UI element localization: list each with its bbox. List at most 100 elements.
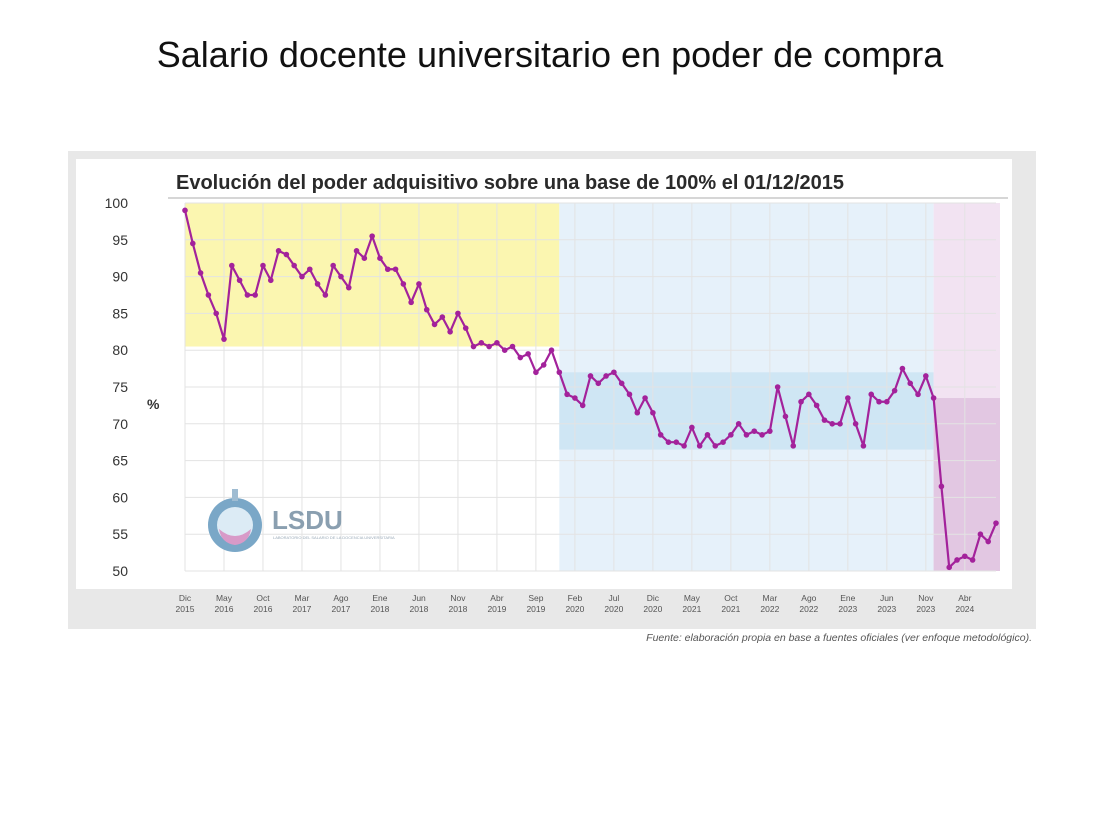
data-point [876,398,882,405]
data-point [720,439,726,446]
data-point [213,310,219,317]
data-point [969,557,976,563]
data-point [595,380,602,387]
logo-flask-neck [232,489,238,501]
shaded-period-2 [559,372,934,450]
data-point [603,373,609,379]
data-point [657,432,664,438]
data-point [377,255,383,261]
y-tick-label-85: 85 [112,305,128,321]
data-point [236,277,243,284]
data-point [681,443,687,449]
shaded-period-0 [185,203,560,347]
chart-title-panel [168,161,1010,197]
data-point [735,421,742,427]
x-tick-month-17: Ene [840,593,855,603]
y-tick-labels: 100 95 90 85 80 75 70 65 60 55 50 [105,195,129,579]
y-axis-label: % [147,396,160,412]
data-point [634,409,641,416]
data-point [665,439,672,446]
x-tick-month-8: Abr [490,593,503,603]
data-point [423,306,430,313]
x-tick-year-13: 2021 [682,604,701,614]
data-point [260,262,266,269]
x-tick-month-18: Jun [880,593,894,603]
x-tick-year-6: 2018 [409,604,428,614]
y-tick-label-75: 75 [112,379,128,395]
data-point [400,281,407,287]
x-tick-month-19: Nov [918,593,934,603]
x-tick-month-1: May [216,593,233,603]
data-point [408,299,414,306]
data-point [416,281,422,287]
data-point [291,262,297,269]
x-tick-month-13: May [684,593,701,603]
data-point [868,391,875,398]
data-point [431,321,438,328]
x-tick-year-2: 2016 [254,604,273,614]
data-point [345,284,352,291]
data-point [197,270,204,276]
data-point [790,443,797,449]
data-point [228,262,235,269]
x-tick-year-11: 2020 [604,604,623,614]
y-tick-label-55: 55 [112,526,128,542]
x-tick-year-19: 2023 [916,604,935,614]
data-point [548,347,555,353]
x-tick-month-5: Ene [372,593,387,603]
data-point [439,314,446,320]
data-point [611,369,617,376]
data-point [579,402,586,409]
data-point [478,340,485,346]
y-tick-label-90: 90 [112,269,128,285]
data-point [923,373,929,379]
data-point [494,340,500,346]
data-point [689,424,695,431]
data-point [322,292,329,298]
x-tick-year-9: 2019 [526,604,545,614]
data-point [361,255,368,261]
data-point [782,413,789,420]
data-point [182,207,188,214]
data-point [501,347,508,353]
x-tick-year-17: 2023 [838,604,857,614]
data-point [283,251,290,258]
data-series [182,207,999,571]
data-point [884,398,890,405]
data-point [275,248,282,254]
x-tick-month-0: Dic [179,593,192,603]
data-point [977,531,984,537]
data-point [704,432,711,438]
x-tick-year-10: 2020 [565,604,584,614]
data-point [252,292,258,298]
data-point [189,240,196,247]
x-tick-year-3: 2017 [293,604,312,614]
x-tick-year-7: 2018 [448,604,467,614]
x-tick-month-12: Dic [647,593,660,603]
y-tick-label-95: 95 [112,232,128,248]
y-tick-label-50: 50 [112,563,128,579]
data-point [829,421,836,427]
data-point [891,387,898,394]
data-point [205,292,212,298]
data-point [369,233,375,239]
data-point [306,266,313,273]
data-point [556,369,563,376]
data-point [455,310,461,317]
data-point [384,266,391,273]
x-tick-month-10: Feb [568,593,583,603]
data-point [470,343,477,350]
data-point [954,557,960,563]
data-point [759,432,765,438]
x-tick-month-14: Oct [724,593,738,603]
data-point [330,262,336,269]
data-point [860,443,867,449]
x-tick-year-16: 2022 [799,604,818,614]
x-tick-year-20: 2024 [955,604,974,614]
data-point [221,336,227,342]
data-point [985,538,992,545]
data-point [267,277,274,284]
x-tick-year-1: 2016 [215,604,234,614]
chart-svg: Evolución del poder adquisitivo sobre un… [76,159,1012,614]
x-tick-year-5: 2018 [370,604,389,614]
